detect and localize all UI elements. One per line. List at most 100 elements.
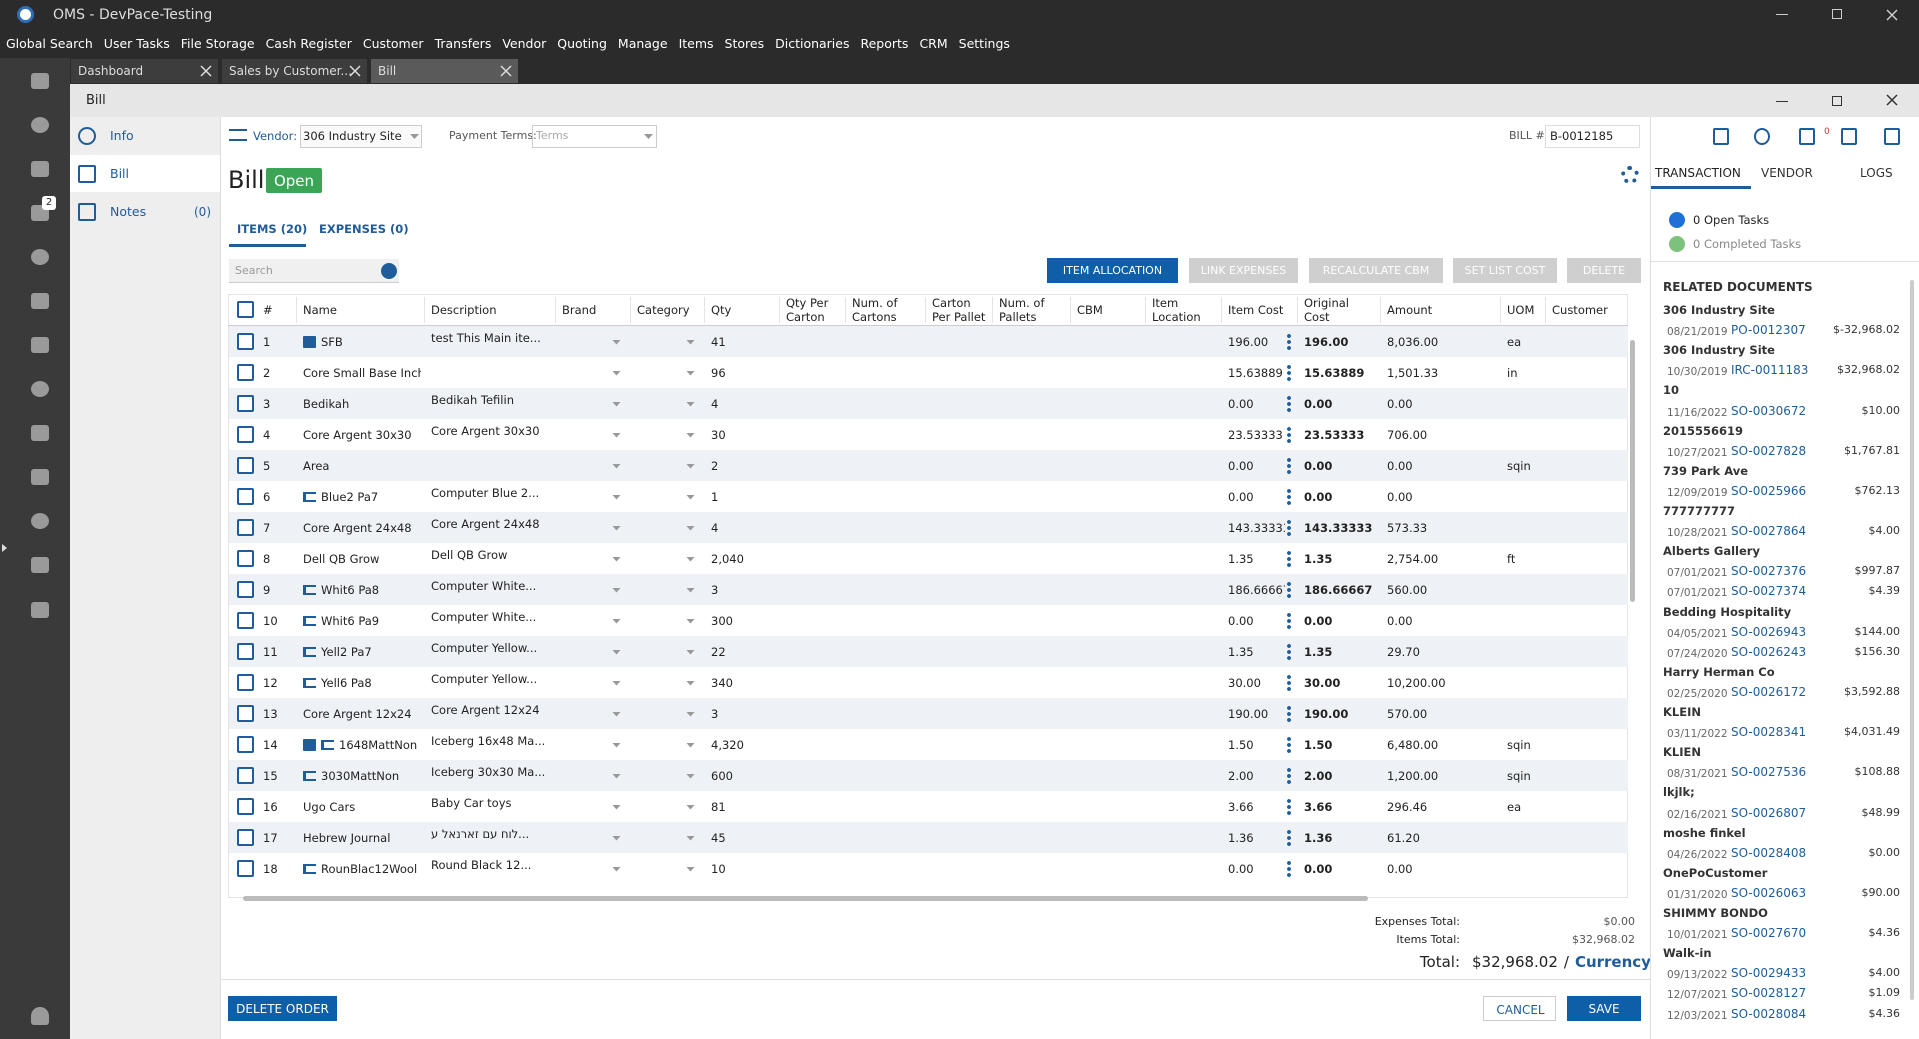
subtab[interactable]: ITEMS (20) [237, 221, 307, 237]
sidebar-icon[interactable] [31, 425, 49, 441]
sidebar-user[interactable] [31, 1007, 49, 1025]
sidebar-icon[interactable] [31, 602, 49, 618]
row-menu[interactable] [1287, 519, 1291, 537]
toolbar-icon[interactable] [1884, 128, 1900, 145]
menu-item[interactable]: Vendor [502, 36, 546, 52]
doc-number[interactable]: SO-0027376 [1731, 563, 1806, 579]
sidebar-icon[interactable] [31, 513, 49, 529]
doc-number[interactable]: SO-0027864 [1731, 523, 1806, 539]
panel-tab[interactable]: VENDOR [1761, 165, 1813, 181]
v-scrollbar[interactable] [1630, 340, 1635, 602]
doc-number[interactable]: SO-0026172 [1731, 684, 1806, 700]
action-button[interactable]: DELETE [1567, 258, 1641, 283]
checkbox[interactable] [237, 798, 254, 815]
footer-button[interactable]: DELETE ORDER [228, 996, 337, 1021]
checkbox[interactable] [237, 643, 254, 660]
checkbox[interactable] [237, 829, 254, 846]
doc-number[interactable]: PO-0012307 [1731, 322, 1806, 338]
win-min[interactable] [1776, 14, 1788, 15]
action-button[interactable]: SET LIST COST [1453, 258, 1557, 283]
doc-number[interactable]: SO-0030672 [1731, 403, 1806, 419]
nav-icon[interactable] [78, 165, 96, 183]
close-icon[interactable] [1886, 94, 1898, 106]
doc-number[interactable]: SO-0025966 [1731, 483, 1806, 499]
doc-number[interactable]: IRC-0011183 [1731, 362, 1808, 378]
nav-label[interactable]: Bill [110, 166, 129, 182]
nav-label[interactable]: Notes [110, 204, 146, 220]
toolbar-icon[interactable] [1713, 128, 1729, 145]
checkbox[interactable] [237, 519, 254, 536]
row-menu[interactable] [1287, 612, 1291, 630]
tab-label[interactable]: Sales by Customer... [229, 63, 352, 79]
nav-icon[interactable] [78, 203, 96, 221]
checkbox[interactable] [237, 333, 254, 350]
button-label[interactable]: SET LIST COST [1465, 263, 1546, 279]
panel-max[interactable] [1832, 96, 1842, 106]
menu-item[interactable]: Customer [363, 36, 424, 52]
related-scrollbar[interactable] [1910, 280, 1914, 1000]
menu-item[interactable]: Global Search [6, 36, 93, 52]
panel-tab[interactable]: TRANSACTION [1655, 165, 1741, 181]
button-label[interactable]: DELETE ORDER [236, 1001, 329, 1017]
h-scrollbar[interactable] [243, 896, 1368, 901]
checkbox[interactable] [237, 581, 254, 598]
panel-tab[interactable]: LOGS [1860, 165, 1893, 181]
checkbox[interactable] [237, 301, 254, 318]
tab-label[interactable]: Bill [378, 63, 396, 79]
toolbar-icon[interactable] [1799, 128, 1815, 145]
row-menu[interactable] [1287, 395, 1291, 413]
row-menu[interactable] [1287, 860, 1291, 878]
checkbox[interactable] [237, 674, 254, 691]
sidebar-icon[interactable] [31, 161, 49, 177]
menu-item[interactable]: User Tasks [104, 36, 170, 52]
doc-number[interactable]: SO-0029433 [1731, 965, 1806, 981]
doc-number[interactable]: SO-0027670 [1731, 925, 1806, 941]
row-menu[interactable] [1287, 829, 1291, 847]
row-menu[interactable] [1287, 581, 1291, 599]
menu-item[interactable]: Quoting [557, 36, 607, 52]
button-label[interactable]: CANCEL [1496, 1002, 1544, 1018]
row-menu[interactable] [1287, 736, 1291, 754]
doc-number[interactable]: SO-0028127 [1731, 985, 1806, 1001]
sidebar-icon[interactable] [31, 249, 49, 265]
row-menu[interactable] [1287, 426, 1291, 444]
sidebar-icon[interactable] [31, 117, 49, 133]
sidebar-icon[interactable] [31, 557, 49, 573]
doc-number[interactable]: SO-0028084 [1731, 1006, 1806, 1022]
task[interactable]: 0 Completed Tasks [1693, 236, 1801, 252]
menu-item[interactable]: Stores [725, 36, 765, 52]
row-menu[interactable] [1287, 705, 1291, 723]
row-menu[interactable] [1287, 643, 1291, 661]
row-menu[interactable] [1287, 550, 1291, 568]
row-menu[interactable] [1287, 488, 1291, 506]
close-icon[interactable] [349, 65, 361, 77]
checkbox[interactable] [237, 550, 254, 567]
menu-item[interactable]: Cash Register [266, 36, 352, 52]
row-menu[interactable] [1287, 364, 1291, 382]
doc-number[interactable]: SO-0027536 [1731, 764, 1806, 780]
footer-button[interactable]: CANCEL [1483, 996, 1556, 1021]
doc-number[interactable]: SO-0026807 [1731, 805, 1806, 821]
doc-number[interactable]: SO-0028341 [1731, 724, 1806, 740]
close-icon[interactable] [500, 65, 512, 77]
menu-item[interactable]: Manage [618, 36, 668, 52]
row-menu[interactable] [1287, 457, 1291, 475]
doc-number[interactable]: SO-0027828 [1731, 443, 1806, 459]
checkbox[interactable] [237, 612, 254, 629]
button-label[interactable]: SAVE [1588, 1001, 1619, 1017]
close-icon[interactable] [1886, 9, 1898, 21]
checkbox[interactable] [237, 860, 254, 877]
tab-label[interactable]: Dashboard [78, 63, 143, 79]
menu-item[interactable]: Items [679, 36, 714, 52]
close-icon[interactable] [200, 65, 212, 77]
footer-button[interactable]: SAVE [1567, 996, 1641, 1021]
settings-gear[interactable] [1621, 166, 1639, 184]
doc-number[interactable]: SO-0028408 [1731, 845, 1806, 861]
button-label[interactable]: ITEM ALLOCATION [1063, 263, 1162, 279]
checkbox[interactable] [237, 364, 254, 381]
action-button[interactable]: ITEM ALLOCATION [1047, 258, 1178, 283]
row-menu[interactable] [1287, 798, 1291, 816]
action-button[interactable]: RECALCULATE CBM [1309, 258, 1443, 283]
task[interactable]: 0 Open Tasks [1693, 212, 1769, 228]
menu-item[interactable]: Settings [959, 36, 1010, 52]
